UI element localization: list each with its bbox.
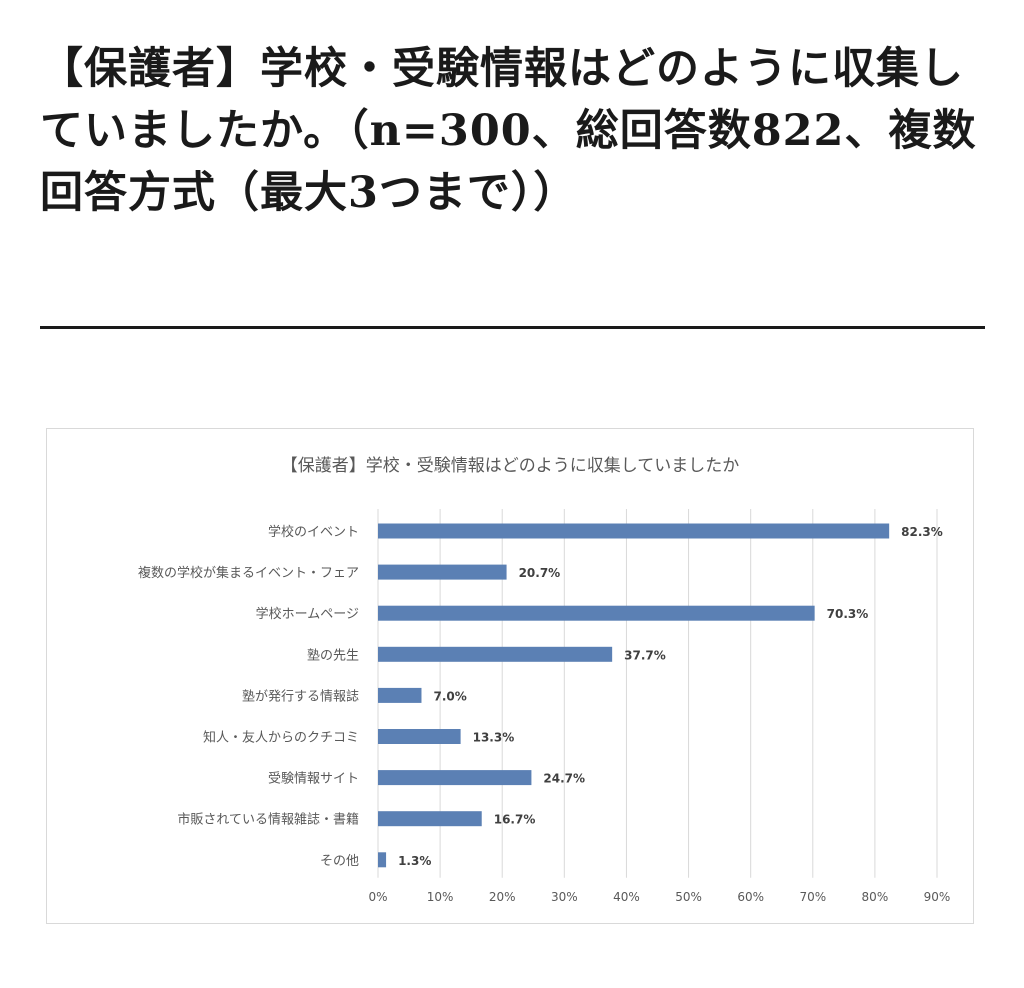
bar (378, 564, 507, 580)
chart-category-labels: 学校のイベント複数の学校が集まるイベント・フェア学校ホームページ塾の先生塾が発行… (138, 524, 359, 869)
category-label: 学校ホームページ (256, 606, 359, 622)
data-label: 37.7% (624, 648, 666, 662)
data-label: 20.7% (519, 566, 561, 580)
data-label: 13.3% (473, 731, 515, 745)
page-headline: 【保護者】学校・受験情報はどのように収集していましたか。（n=300、総回答数8… (40, 44, 977, 218)
bar (378, 605, 815, 621)
bar-chart: 【保護者】学校・受験情報はどのように収集していましたか 学校のイベント複数の学校… (138, 456, 950, 904)
category-label: 塾の先生 (307, 647, 359, 663)
data-label: 70.3% (827, 607, 869, 621)
category-label: 複数の学校が集まるイベント・フェア (138, 565, 359, 581)
category-label: 市販されている情報雑誌・書籍 (177, 812, 359, 828)
data-label: 7.0% (433, 689, 466, 703)
category-label: 受験情報サイト (268, 772, 359, 787)
category-label: 知人・友人からのクチコミ (203, 730, 359, 746)
x-tick-label: 20% (489, 890, 516, 904)
x-tick-label: 80% (862, 890, 889, 904)
bar (378, 523, 890, 539)
data-label: 24.7% (543, 772, 585, 786)
x-tick-label: 60% (737, 890, 764, 904)
x-tick-label: 0% (368, 890, 387, 904)
x-tick-label: 50% (675, 890, 702, 904)
category-label: その他 (320, 854, 359, 869)
data-label: 16.7% (494, 813, 536, 827)
x-tick-label: 70% (799, 890, 826, 904)
chart-title: 【保護者】学校・受験情報はどのように収集していましたか (281, 456, 740, 476)
chart-frame: 【保護者】学校・受験情報はどのように収集していましたか 学校のイベント複数の学校… (46, 428, 974, 924)
data-label: 82.3% (901, 525, 943, 539)
chart-tick-labels: 0% 10% 20% 30% 40% 50% 60% 70% 80% 90% (368, 890, 950, 904)
headline-divider (40, 326, 985, 329)
chart-value-labels: 82.3% 20.7% 70.3% 37.7% 7.0% 13.3% 24.7% 16.7% 1… (398, 525, 943, 868)
bar (378, 811, 482, 827)
bar (378, 646, 613, 662)
data-label: 1.3% (398, 854, 431, 868)
chart-bars (378, 523, 890, 868)
bar (378, 729, 461, 744)
category-label: 学校のイベント (268, 524, 359, 540)
x-tick-label: 30% (551, 890, 578, 904)
bar (378, 687, 422, 703)
x-tick-label: 90% (924, 890, 951, 904)
x-tick-label: 40% (613, 890, 640, 904)
x-tick-label: 10% (427, 890, 454, 904)
bar (378, 852, 387, 868)
category-label: 塾が発行する情報誌 (242, 688, 359, 704)
bar (378, 770, 532, 786)
